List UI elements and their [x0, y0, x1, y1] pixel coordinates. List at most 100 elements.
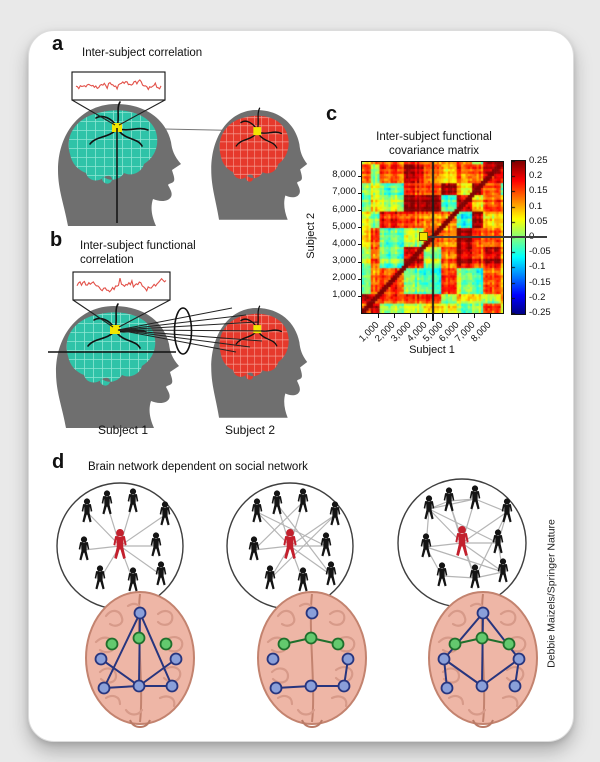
- panel-label-d: d: [52, 451, 65, 473]
- brain-node-blue: [512, 652, 526, 666]
- tick-label: -0.25: [529, 307, 551, 318]
- panel-d-illustration: [56, 478, 539, 729]
- tick-label: 6,000: [332, 203, 356, 215]
- tick-label: -0.05: [529, 246, 551, 258]
- social-tie-line: [441, 575, 476, 579]
- tick-label: 0.1: [529, 200, 543, 212]
- social-tie-line: [269, 514, 336, 580]
- social-tie-line: [253, 545, 291, 551]
- brain-node-blue: [269, 681, 283, 695]
- brain-node-green: [277, 637, 291, 651]
- brain-node-green: [502, 637, 516, 651]
- subject2-label: Subject 2: [224, 423, 276, 437]
- highlight-marker-dot: [419, 232, 428, 241]
- tick-label: -0.1: [529, 261, 546, 273]
- panel-d-title: Brain network dependent on social networ…: [88, 461, 308, 473]
- tick-label: 7,000: [332, 186, 356, 198]
- tick-label: 3,000: [332, 255, 356, 267]
- tick-mark: [358, 210, 362, 212]
- brain-node-blue: [337, 679, 351, 693]
- subject1-head-teal: [58, 102, 181, 226]
- tick-label: 5,000: [332, 220, 356, 232]
- tick-mark: [474, 313, 476, 318]
- social-tie-line: [276, 503, 332, 576]
- brain-node-blue: [305, 606, 319, 620]
- brain-node-blue: [133, 606, 147, 620]
- tick-label: -0.15: [529, 276, 551, 288]
- panel-label-c: c: [326, 103, 338, 125]
- crosshair-vertical-extension: [432, 313, 434, 321]
- subject1-label: Subject 1: [97, 423, 149, 437]
- tick-label: 1,000: [332, 289, 356, 301]
- tick-label: 0.2: [529, 170, 543, 182]
- tick-mark: [358, 227, 362, 229]
- brain-node-green: [448, 637, 462, 651]
- brain-node-green: [105, 637, 119, 651]
- brain-node-blue: [341, 652, 355, 666]
- signal-box-b: [72, 271, 171, 301]
- brain-node-green: [304, 631, 318, 645]
- bold-signal-waveform-b: [76, 277, 167, 293]
- social-tie-line: [289, 545, 332, 576]
- brain-node-blue: [475, 679, 489, 693]
- brain-edge: [139, 612, 173, 687]
- tick-label: 8,000: [332, 169, 356, 181]
- social-tie-line: [253, 501, 304, 551]
- social-tie-line: [474, 498, 508, 513]
- social-tie-line: [461, 511, 508, 544]
- social-tie-line: [83, 545, 121, 551]
- brain-edge: [482, 612, 520, 660]
- crosshair-horizontal-line: [423, 236, 547, 238]
- brain-edge: [138, 612, 141, 687]
- colorbar: [511, 160, 526, 315]
- tick-label: -0.2: [529, 291, 546, 303]
- tick-label: 0.25: [529, 155, 548, 166]
- tick-label: 0.05: [529, 215, 548, 227]
- tick-label: 0.15: [529, 185, 548, 197]
- brain-node-blue: [476, 606, 490, 620]
- social-tie-line: [119, 514, 166, 547]
- social-tie-line: [425, 542, 463, 548]
- brain-node-blue: [132, 679, 146, 693]
- social-tie-line: [428, 508, 499, 544]
- panel-b-title-line1: Inter-subject functional: [80, 240, 196, 252]
- brain-node-blue: [94, 652, 108, 666]
- covariance-matrix-heatmap: [361, 161, 504, 314]
- social-tie-line: [425, 546, 504, 573]
- tick-label: 4,000: [332, 237, 356, 249]
- brain-edge: [103, 612, 141, 689]
- tick-mark: [358, 175, 362, 177]
- tick-mark: [358, 192, 362, 194]
- panel-a-illustration: [58, 71, 307, 226]
- subject2-head-red: [211, 108, 307, 220]
- brain-node-green: [331, 637, 345, 651]
- subject1-head-teal-b: [56, 304, 179, 428]
- tick-mark: [490, 313, 492, 318]
- brain-edge: [481, 612, 484, 687]
- brain-edge: [138, 658, 177, 687]
- lens-icon: [173, 307, 193, 355]
- brain-node-blue: [165, 679, 179, 693]
- matrix-xlabel: Subject 1: [409, 344, 455, 356]
- tick-mark: [358, 295, 362, 297]
- panel-label-b: b: [50, 229, 63, 251]
- social-tie-line: [289, 514, 336, 547]
- panel-b-illustration: [48, 271, 307, 428]
- credit-text: Debbie Maizels/Springer Nature: [545, 519, 558, 668]
- tick-mark: [426, 313, 428, 318]
- brain-edge: [443, 658, 483, 687]
- brain-node-blue: [440, 681, 454, 695]
- tick-mark: [410, 313, 412, 318]
- brain-node-blue: [437, 652, 451, 666]
- tick-mark: [358, 244, 362, 246]
- brain-node-blue: [304, 679, 318, 693]
- tick-mark: [378, 313, 380, 318]
- tick-mark: [358, 278, 362, 280]
- brain-node-green: [159, 637, 173, 651]
- tick-label: 2,000: [332, 272, 356, 284]
- panel-c-title-line2: covariance matrix: [388, 145, 480, 157]
- subject2-head-red-b: [211, 306, 307, 418]
- brain-edge: [100, 658, 140, 687]
